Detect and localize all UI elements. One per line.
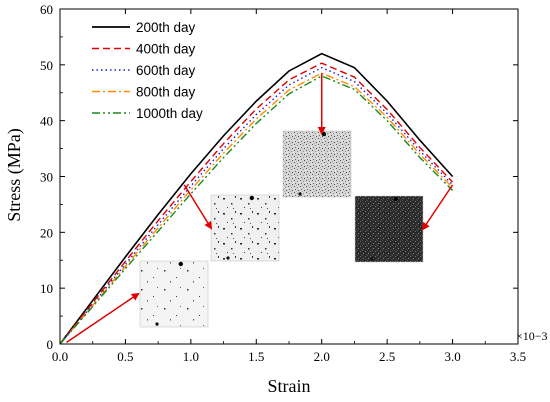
- inset-arrow-1: [66, 292, 140, 343]
- x-tick-label: 0.5: [117, 349, 133, 364]
- legend-entry-3: 600th day: [92, 63, 196, 78]
- series-line-1: [59, 52, 454, 345]
- legend-entry-1: 200th day: [92, 20, 196, 35]
- legend-label: 600th day: [136, 63, 196, 78]
- inset-arrow-2: [183, 184, 213, 230]
- y-tick-label: 10: [40, 281, 53, 296]
- y-tick-label: 50: [40, 58, 53, 73]
- series-line-5: [59, 75, 454, 345]
- x-tick-label: 2.0: [314, 349, 330, 364]
- insets-layer: [139, 130, 424, 328]
- series-line-2: [59, 62, 454, 345]
- x-axis-label: Strain: [268, 376, 311, 396]
- inset-arrow-4: [421, 184, 454, 231]
- x-tick-label: 3.5: [510, 349, 526, 364]
- legend-entry-2: 400th day: [92, 42, 196, 57]
- y-tick-label: 60: [40, 2, 53, 17]
- inset-microstructure-mid: [210, 194, 280, 262]
- legend-label: 800th day: [136, 85, 196, 100]
- arrows-layer: [66, 73, 454, 343]
- legend-label: 1000th day: [136, 106, 203, 121]
- legend-label: 400th day: [136, 42, 196, 57]
- x-axis-multiplier: ×10−3: [516, 329, 548, 343]
- y-axis-label: Stress (MPa): [4, 128, 25, 222]
- legend-label: 200th day: [136, 20, 196, 35]
- series-layer: [59, 52, 454, 345]
- legend-entry-5: 1000th day: [92, 106, 203, 121]
- inset-microstructure-early: [139, 260, 209, 328]
- series-line-4: [59, 72, 454, 345]
- inset-microstructure-peak: [282, 130, 352, 198]
- x-tick-label: 1.0: [183, 349, 199, 364]
- legend-entry-4: 800th day: [92, 85, 196, 100]
- y-tick-label: 30: [40, 170, 53, 185]
- legend: 200th day 400th day 600th day 800th day 1000…: [92, 20, 203, 121]
- y-tick-label: 0: [47, 337, 54, 352]
- axes-layer: 0.0 0.5 1.0 1.5 2.0 2.5 3.0 3.5 0 10 20 30 40 50 60: [40, 2, 526, 364]
- inset-microstructure-failure: [354, 195, 424, 263]
- x-tick-label: 1.5: [248, 349, 264, 364]
- x-tick-label: 2.5: [379, 349, 395, 364]
- y-tick-label: 20: [40, 225, 53, 240]
- y-tick-label: 40: [40, 114, 53, 129]
- series-line-3: [59, 66, 454, 345]
- x-tick-label: 3.0: [444, 349, 460, 364]
- x-tick-label: 0.0: [52, 349, 68, 364]
